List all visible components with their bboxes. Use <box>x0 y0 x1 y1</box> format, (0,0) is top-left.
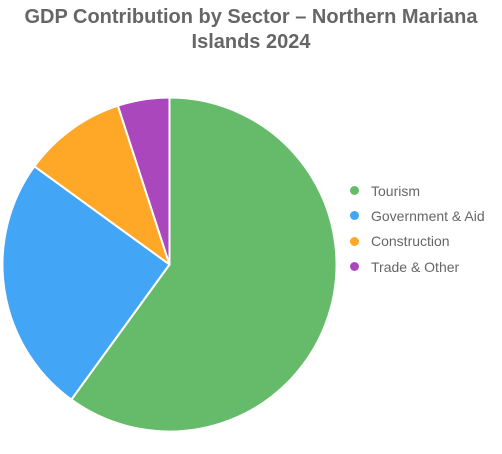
legend-swatch-trade-other <box>350 262 359 272</box>
chart-legend: Tourism Government & Aid Construction Tr… <box>350 178 485 279</box>
legend-label-tourism: Tourism <box>371 182 421 199</box>
legend-item-government-aid[interactable]: Government & Aid <box>350 203 485 228</box>
pie-slice-tourism[interactable] <box>70 96 338 433</box>
legend-item-tourism[interactable]: Tourism <box>350 178 485 203</box>
legend-swatch-construction <box>350 236 359 246</box>
pie-slice-construction[interactable] <box>33 104 171 266</box>
legend-swatch-tourism <box>350 186 359 196</box>
pie-slice-trade-other[interactable] <box>116 96 171 266</box>
legend-label-trade-other: Trade & Other <box>371 258 460 275</box>
pie-slice-government-aid[interactable] <box>1 165 171 401</box>
legend-swatch-government-aid <box>350 211 359 221</box>
legend-item-construction[interactable]: Construction <box>350 229 485 254</box>
chart-title: GDP Contribution by Sector – Northern Ma… <box>0 5 502 55</box>
chart-title-line-1: GDP Contribution by Sector – Northern Ma… <box>24 6 478 28</box>
legend-label-construction: Construction <box>371 233 450 250</box>
legend-item-trade-other[interactable]: Trade & Other <box>350 254 485 279</box>
legend-label-government-aid: Government & Aid <box>371 207 485 224</box>
chart-title-line-2: Islands 2024 <box>191 31 311 53</box>
